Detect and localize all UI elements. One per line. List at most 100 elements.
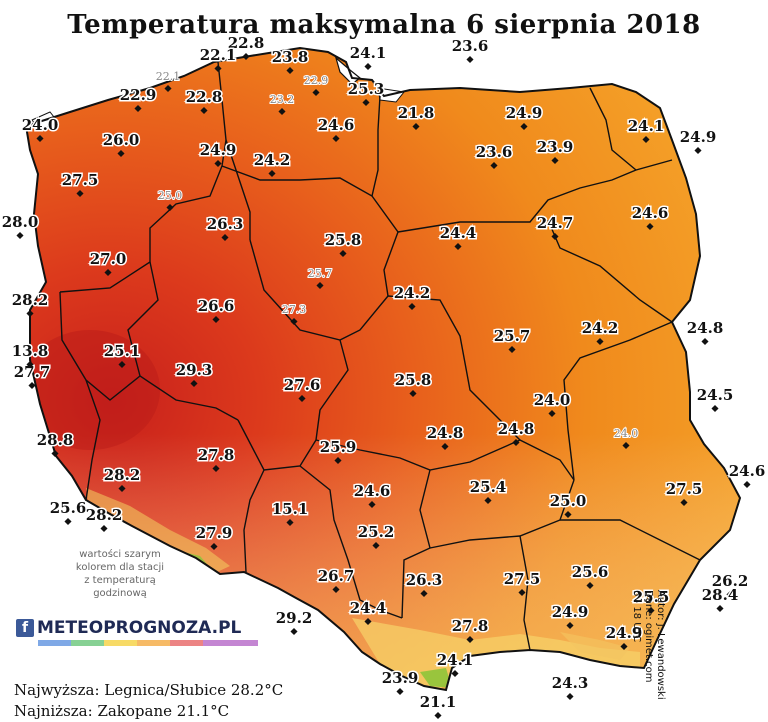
station-value: 24.7 <box>537 214 574 232</box>
station-marker <box>332 134 340 143</box>
station-value: 24.9 <box>680 128 717 146</box>
station-value: 27.8 <box>198 446 235 464</box>
station-value: 28.2 <box>12 291 49 309</box>
station-value: 26.0 <box>103 131 140 149</box>
station-marker <box>312 88 320 97</box>
max-temperature-text: Najwyższa: Legnica/Słubice 28.2°C <box>14 681 284 699</box>
station-marker <box>490 161 498 170</box>
station-marker <box>334 456 342 465</box>
station-marker <box>28 381 36 390</box>
station-value: 24.2 <box>394 284 431 302</box>
station-value: 24.9 <box>606 624 643 642</box>
station-value-gray: 22.9 <box>304 74 329 87</box>
station-value: 25.8 <box>325 231 362 249</box>
station-marker <box>726 590 734 599</box>
station-marker <box>339 249 347 258</box>
station-marker <box>551 156 559 165</box>
station-marker <box>364 617 372 626</box>
station-marker <box>743 480 751 489</box>
station-value: 23.6 <box>452 37 489 55</box>
station-marker <box>200 106 208 115</box>
station-marker <box>512 438 520 447</box>
station-marker <box>372 541 380 550</box>
station-value: 22.8 <box>186 88 223 106</box>
station-value: 24.1 <box>350 44 387 62</box>
station-value: 27.0 <box>90 250 127 268</box>
station-marker <box>242 52 250 61</box>
station-value: 24.1 <box>628 117 665 135</box>
station-value: 24.9 <box>200 141 237 159</box>
station-marker <box>564 510 572 519</box>
station-value: 15.1 <box>272 500 309 518</box>
station-marker <box>212 315 220 324</box>
station-value: 26.7 <box>318 567 355 585</box>
station-marker <box>451 669 459 678</box>
station-value: 24.2 <box>254 151 291 169</box>
credit-source: Dane: ogimet.com <box>643 590 654 683</box>
station-value: 26.3 <box>207 215 244 233</box>
station-marker <box>466 55 474 64</box>
extremes-summary: Najwyższa: Legnica/Słubice 28.2°C Najniż… <box>14 680 283 722</box>
station-value: 24.3 <box>552 674 589 692</box>
station-value-gray: 27.3 <box>282 303 307 316</box>
station-marker <box>586 581 594 590</box>
station-marker <box>364 62 372 71</box>
station-marker <box>434 711 442 720</box>
station-value: 26.3 <box>406 571 443 589</box>
station-value: 26.6 <box>198 297 235 315</box>
station-value-gray: 22.1 <box>156 70 181 83</box>
station-value: 21.1 <box>420 693 457 711</box>
station-marker <box>268 169 276 178</box>
station-marker <box>100 524 108 533</box>
credit-period: 6 - 18 UTC <box>631 590 642 643</box>
station-value: 23.8 <box>272 48 309 66</box>
station-value: 29.3 <box>176 361 213 379</box>
facebook-icon[interactable]: f <box>16 619 34 637</box>
station-value: 22.8 <box>228 34 265 52</box>
station-value: 29.2 <box>276 609 313 627</box>
station-marker <box>454 242 462 251</box>
station-value: 25.5 <box>633 588 670 606</box>
station-marker <box>134 104 142 113</box>
stations-layer: 22.822.122.123.822.923.224.1 23.622.9 22.8… <box>0 33 767 720</box>
station-value: 24.6 <box>632 204 669 222</box>
station-marker <box>368 500 376 509</box>
station-marker <box>508 345 516 354</box>
station-marker <box>221 233 229 242</box>
station-value: 27.6 <box>284 376 321 394</box>
station-marker <box>190 379 198 388</box>
station-marker <box>51 449 59 458</box>
station-marker <box>166 203 174 212</box>
station-marker <box>26 360 34 369</box>
legend-note-line: wartości szarym <box>79 549 161 560</box>
station-marker <box>620 642 628 651</box>
station-value: 24.8 <box>687 319 724 337</box>
station-marker <box>117 149 125 158</box>
legend-note: wartości szarym kolorem dla stacji z tem… <box>40 548 200 600</box>
meteoprognoza-logo[interactable]: f METEOPROGNOZA.PL <box>16 616 258 646</box>
station-value: 27.7 <box>14 363 51 381</box>
station-marker <box>118 484 126 493</box>
station-marker <box>16 231 24 240</box>
country-border <box>24 46 742 692</box>
legend-note-line: z temperaturą <box>84 575 156 586</box>
station-value: 22.9 <box>120 86 157 104</box>
station-value: 24.0 <box>22 116 59 134</box>
station-value: 25.2 <box>358 523 395 541</box>
station-marker <box>36 134 44 143</box>
station-marker <box>408 302 416 311</box>
station-marker <box>680 498 688 507</box>
station-marker <box>362 98 370 107</box>
station-value: 24.4 <box>350 599 387 617</box>
station-value: 25.7 <box>494 327 531 345</box>
station-value: 24.9 <box>506 104 543 122</box>
station-marker <box>210 542 218 551</box>
station-marker <box>694 146 702 155</box>
legend-note-line: kolorem dla stacji <box>75 562 165 573</box>
station-marker <box>298 394 306 403</box>
station-value-gray: 25.7 <box>308 267 333 280</box>
station-marker <box>290 627 298 636</box>
station-marker <box>520 122 528 131</box>
station-value: 13.8 <box>12 342 49 360</box>
station-value-gray: 25.0 <box>158 189 183 202</box>
